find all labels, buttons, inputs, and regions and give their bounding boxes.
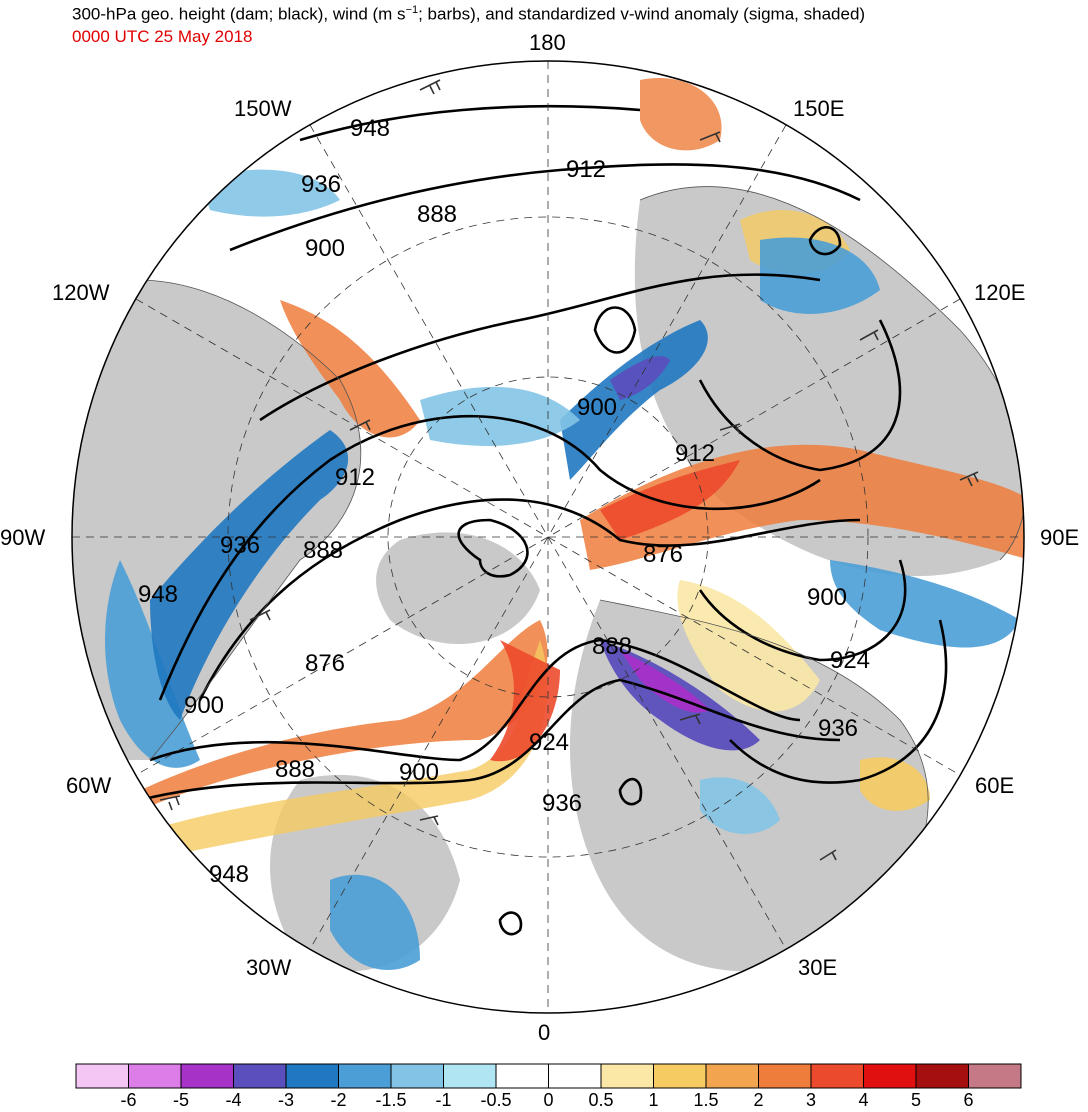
contour-label: 948 xyxy=(350,115,390,142)
colorbar-tick-label: 1.5 xyxy=(693,1090,719,1110)
colorbar-swatch xyxy=(863,1063,917,1089)
contour-label: 876 xyxy=(305,650,345,677)
contour-label: 888 xyxy=(275,756,315,783)
lon-label-90w: 90W xyxy=(0,525,46,550)
map-disk xyxy=(72,61,1024,1013)
colorbar-swatch xyxy=(75,1063,129,1089)
contour-label: 936 xyxy=(818,715,858,742)
map-boundary xyxy=(71,60,1025,1014)
colorbar-tick-label: 2 xyxy=(753,1090,764,1110)
contour-label: 924 xyxy=(830,647,870,674)
colorbar-swatch xyxy=(548,1063,602,1089)
colorbar-swatch xyxy=(338,1063,392,1089)
contour-label: 912 xyxy=(675,440,715,467)
lon-label-150w: 150W xyxy=(234,96,292,121)
colorbar-tick-label: -4 xyxy=(225,1090,242,1110)
polar-map: 948 936 888 900 912 912 900 912 936 888 … xyxy=(71,60,1025,1014)
colorbar-tick-label: -1.5 xyxy=(375,1090,407,1110)
contour-label: 900 xyxy=(399,759,439,786)
contour-label-group: 948 936 888 900 912 912 900 912 936 888 … xyxy=(138,115,870,888)
colorbar-tick-label: -6 xyxy=(120,1090,137,1110)
colorbar-tick-label: 0.5 xyxy=(588,1090,614,1110)
contour-label: 936 xyxy=(301,171,341,198)
contour-label: 936 xyxy=(542,790,582,817)
graticule xyxy=(72,61,1024,1013)
lon-label-180: 180 xyxy=(529,30,566,55)
lon-label-30w: 30W xyxy=(246,955,292,980)
colorbar-swatch xyxy=(495,1063,549,1089)
contour-label: 948 xyxy=(209,861,249,888)
contour-label: 900 xyxy=(305,235,345,262)
colorbar-swatch xyxy=(128,1063,182,1089)
colorbar-tick-label: 4 xyxy=(858,1090,869,1110)
colorbar-tick-label: 6 xyxy=(963,1090,974,1110)
contour-label: 924 xyxy=(529,729,569,756)
contour-label: 888 xyxy=(417,201,457,228)
colorbar-swatch xyxy=(758,1063,812,1089)
anomaly-shading xyxy=(105,78,1024,970)
colorbar-swatch xyxy=(285,1063,339,1089)
lon-label-0: 0 xyxy=(538,1020,551,1045)
contour-label: 936 xyxy=(220,532,260,559)
colorbar-swatch xyxy=(968,1063,1022,1089)
colorbar-tick-label: 5 xyxy=(910,1090,922,1110)
contour-label: 876 xyxy=(643,541,683,568)
colorbar-swatch xyxy=(915,1063,969,1089)
colorbar-swatch xyxy=(233,1063,287,1089)
colorbar-swatch xyxy=(653,1063,707,1089)
colorbar-tick-label: 0 xyxy=(543,1090,554,1110)
contour-label: 888 xyxy=(303,537,343,564)
map-valid-time: 0000 UTC 25 May 2018 xyxy=(72,27,253,46)
lon-label-60e: 60E xyxy=(975,773,1015,798)
colorbar-tick-label: -5 xyxy=(172,1090,190,1110)
colorbar-tick-label: -2 xyxy=(330,1090,347,1110)
colorbar xyxy=(75,1063,1022,1089)
colorbar-swatch xyxy=(705,1063,759,1089)
contour-label: 900 xyxy=(184,692,224,719)
lon-label-60w: 60W xyxy=(66,773,112,798)
contour-label: 888 xyxy=(592,633,632,660)
colorbar-swatch xyxy=(600,1063,654,1089)
contour-label: 900 xyxy=(807,584,847,611)
lon-label-30e: 30E xyxy=(798,955,838,980)
colorbar-tick-label: -1 xyxy=(435,1090,452,1110)
contour-label: 912 xyxy=(335,464,375,491)
lon-label-150e: 150E xyxy=(793,96,845,121)
colorbar-tick-label: 3 xyxy=(805,1090,817,1110)
lon-label-120w: 120W xyxy=(52,280,110,305)
height-contours xyxy=(139,104,948,936)
colorbar-tick-label: -0.5 xyxy=(480,1090,512,1110)
contour-label: 912 xyxy=(566,156,606,183)
colorbar-swatch xyxy=(810,1063,864,1089)
lon-label-90e: 90E xyxy=(1040,525,1080,550)
colorbar-swatch xyxy=(443,1063,497,1089)
colorbar-tick-label: 1 xyxy=(648,1090,659,1110)
contour-label: 948 xyxy=(138,581,178,608)
colorbar-tick-label: -3 xyxy=(277,1090,295,1110)
colorbar-swatch xyxy=(180,1063,234,1089)
map-title: 300-hPa geo. height (dam; black), wind (… xyxy=(72,4,866,24)
contour-label: 900 xyxy=(577,394,617,421)
colorbar-swatch xyxy=(390,1063,444,1089)
lon-label-120e: 120E xyxy=(974,280,1026,305)
